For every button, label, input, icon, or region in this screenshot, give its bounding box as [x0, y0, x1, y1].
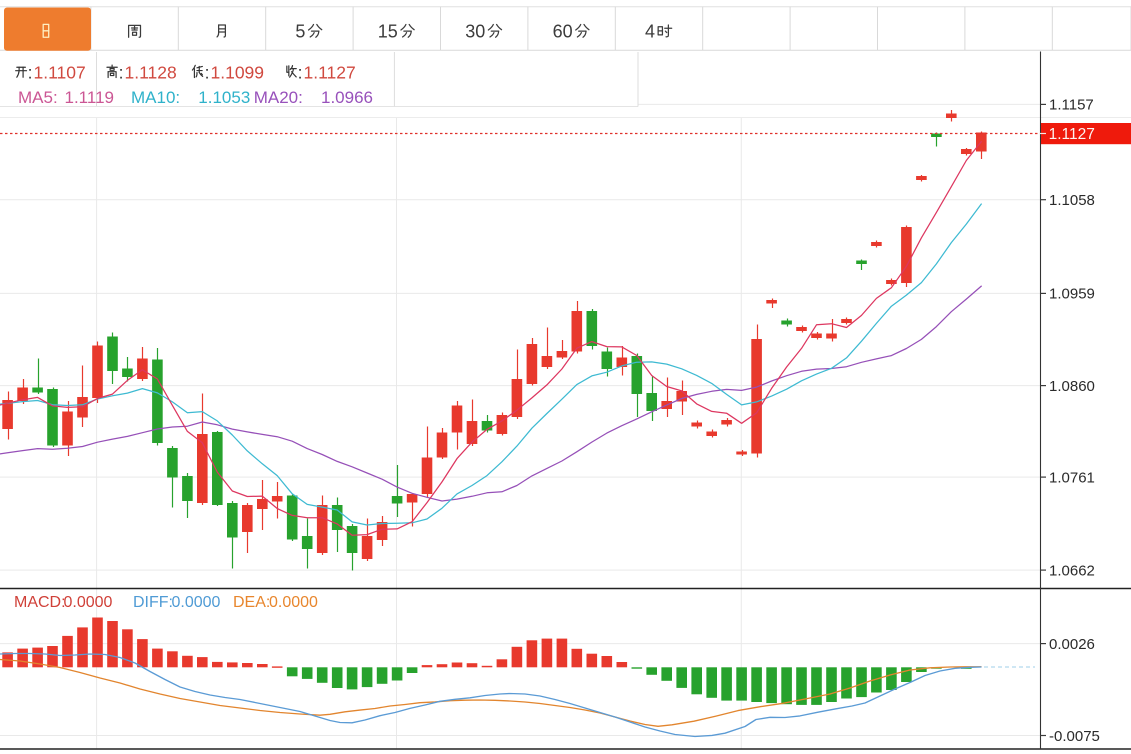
- svg-text:1.0860: 1.0860: [1049, 378, 1095, 395]
- svg-text:1.0662: 1.0662: [1049, 562, 1095, 579]
- svg-text:0.0000: 0.0000: [64, 594, 113, 611]
- svg-text:15: 15: [378, 21, 398, 41]
- svg-text:DIFF:: DIFF:: [133, 594, 173, 611]
- svg-text:1.1119: 1.1119: [65, 88, 114, 107]
- svg-text:1.0966: 1.0966: [321, 88, 373, 107]
- svg-text:-0.0075: -0.0075: [1049, 728, 1100, 745]
- svg-text::: :: [205, 62, 210, 82]
- svg-text:1.1099: 1.1099: [211, 62, 265, 82]
- svg-text:1.1157: 1.1157: [1049, 97, 1094, 114]
- svg-text:30: 30: [465, 21, 485, 41]
- svg-text:1.1128: 1.1128: [125, 62, 177, 82]
- svg-text:0.0000: 0.0000: [172, 594, 221, 611]
- svg-text::: :: [119, 62, 124, 82]
- svg-text:1.0761: 1.0761: [1049, 469, 1095, 486]
- svg-text:1.1107: 1.1107: [34, 62, 86, 82]
- svg-text:1.0959: 1.0959: [1049, 286, 1095, 303]
- svg-text:0.0026: 0.0026: [1049, 636, 1095, 653]
- svg-text:4: 4: [645, 21, 655, 41]
- svg-text:60: 60: [553, 21, 573, 41]
- svg-text::: :: [298, 62, 303, 82]
- svg-text:1.1127: 1.1127: [304, 62, 356, 82]
- svg-text:MACD:: MACD:: [14, 594, 66, 611]
- svg-text:MA10:: MA10:: [131, 88, 180, 107]
- svg-text:DEA:: DEA:: [233, 594, 270, 611]
- svg-text:0.0000: 0.0000: [269, 594, 318, 611]
- svg-text:1.1053: 1.1053: [198, 88, 250, 107]
- svg-text::: :: [28, 62, 33, 82]
- svg-text:1.1127: 1.1127: [1049, 126, 1095, 143]
- svg-text:MA20:: MA20:: [254, 88, 303, 107]
- svg-text:MA5:: MA5:: [18, 88, 58, 107]
- svg-text:1.1058: 1.1058: [1049, 192, 1095, 209]
- svg-text:5: 5: [295, 21, 305, 41]
